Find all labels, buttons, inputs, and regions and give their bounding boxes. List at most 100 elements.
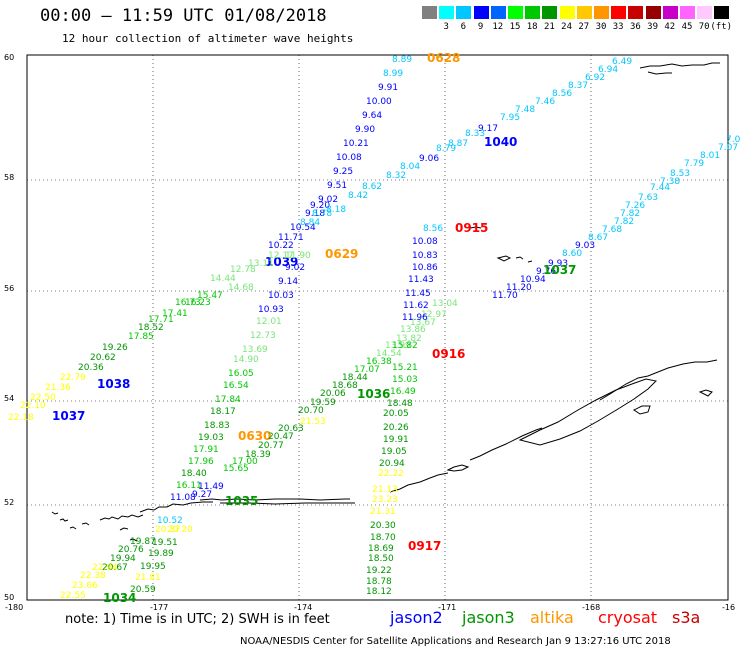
wave-height-label: 8.01 xyxy=(700,151,720,161)
wave-height-label: 16.54 xyxy=(223,381,249,391)
wave-height-label: 20.77 xyxy=(258,441,284,451)
wave-height-label: 20.63 xyxy=(278,424,304,434)
colorbar-swatch xyxy=(680,6,695,19)
wave-height-label: 11.08 xyxy=(170,493,196,503)
wave-height-label: 11.62 xyxy=(403,301,429,311)
wave-height-label: 9.02 xyxy=(318,195,338,205)
colorbar-swatch xyxy=(456,6,472,19)
wave-height-label: 10.93 xyxy=(258,305,284,315)
wave-height-label: 20.26 xyxy=(383,423,409,433)
colorbar-swatch xyxy=(490,6,506,19)
wave-height-label: 9.91 xyxy=(378,83,398,93)
wave-height-label: 18.17 xyxy=(210,407,236,417)
colorbar-label: 18 xyxy=(526,22,538,32)
wave-height-label: 9.18 xyxy=(305,209,325,219)
lat-label: 50 xyxy=(4,593,14,602)
wave-height-label: 18.40 xyxy=(181,469,207,479)
wave-height-label: 18.52 xyxy=(138,323,164,333)
wave-height-label: 22.10 xyxy=(20,401,46,411)
lat-label: 58 xyxy=(4,173,14,182)
wave-height-label: 15.47 xyxy=(197,291,223,301)
colorbar-swatch xyxy=(422,6,437,19)
wave-height-label: 9.06 xyxy=(419,154,439,164)
wave-height-label: 20.47 xyxy=(268,432,294,442)
wave-height-label: 7.26 xyxy=(625,201,645,211)
wave-height-label: 20.94 xyxy=(379,459,405,469)
wave-height-label: 8.18 xyxy=(326,205,346,215)
wave-height-label: 17.00 xyxy=(232,457,258,467)
wave-height-label: 23.66 xyxy=(72,581,98,591)
wave-height-label: 20.30 xyxy=(370,521,396,531)
wave-height-label: 7.82 xyxy=(620,209,640,219)
pass-time-label: 1037 xyxy=(52,409,85,423)
colorbar-label: 21 xyxy=(543,22,555,32)
wave-height-label: 11.70 xyxy=(492,291,518,301)
colorbar-label: 12 xyxy=(492,22,504,32)
wave-height-label: 12.01 xyxy=(256,317,282,327)
pass-time-label: 1038 xyxy=(97,377,130,391)
wave-height-label: 19.59 xyxy=(310,398,336,408)
wave-height-label: 16.05 xyxy=(228,369,254,379)
wave-height-label: 6.49 xyxy=(612,57,632,67)
wave-height-label: 14.44 xyxy=(210,274,236,284)
wave-height-label: 9.02 xyxy=(285,263,305,273)
wave-height-label: 14.90 xyxy=(233,355,259,365)
wave-height-label: 7.07 xyxy=(718,143,738,153)
wave-height-label: 9.17 xyxy=(478,124,498,134)
wave-height-label: 9.51 xyxy=(327,181,347,191)
colorbar-swatch xyxy=(473,6,489,19)
wave-height-label: 16.49 xyxy=(390,387,416,397)
pass-time-label: 1037 xyxy=(543,263,576,277)
lat-label: 60 xyxy=(4,53,14,62)
colorbar-label: 27 xyxy=(578,22,590,32)
wave-height-label: 11.45 xyxy=(405,289,431,299)
map-grid xyxy=(27,55,728,600)
wave-height-label: 10.21 xyxy=(343,139,369,149)
colorbar-swatch xyxy=(559,6,575,19)
wave-height-label: 13.69 xyxy=(242,345,268,355)
wave-height-label: 10.83 xyxy=(412,251,438,261)
wave-height-label: 8.32 xyxy=(386,171,406,181)
wave-height-label: 16.73 xyxy=(175,298,201,308)
lon-label: -168 xyxy=(582,603,600,612)
colorbar-label: 15 xyxy=(509,22,521,32)
lon-label: -16 xyxy=(722,603,735,612)
colorbar-label: 70 xyxy=(698,22,710,32)
wave-height-label: 18.48 xyxy=(387,399,413,409)
wave-height-label: 10.00 xyxy=(366,97,392,107)
wave-height-label: 8.62 xyxy=(362,182,382,192)
wave-height-label: 7.48 xyxy=(515,105,535,115)
wave-height-label: 7.68 xyxy=(602,225,622,235)
wave-height-label: 18.83 xyxy=(204,421,230,431)
colorbar-swatch xyxy=(576,6,592,19)
wave-height-label: 11.71 xyxy=(278,233,304,243)
wave-height-label: 18.50 xyxy=(368,554,394,564)
wave-height-label: 17.07 xyxy=(354,365,380,375)
wave-height-label: 12.73 xyxy=(250,331,276,341)
wave-height-label: 10.22 xyxy=(268,241,294,251)
colorbar-label: 30 xyxy=(595,22,607,32)
wave-height-label: 17.71 xyxy=(148,315,174,325)
legend-s3a: s3a xyxy=(672,608,701,627)
wave-height-label: 17.84 xyxy=(215,395,241,405)
wave-height-label: 15.03 xyxy=(392,375,418,385)
lon-label: -174 xyxy=(294,603,312,612)
colorbar-swatch xyxy=(628,6,644,19)
wave-height-label: 9.03 xyxy=(575,241,595,251)
wave-height-label: 22.50 xyxy=(30,393,56,403)
footer-credit: NOAA/NESDIS Center for Satellite Applica… xyxy=(240,636,671,647)
wave-height-label: 9.90 xyxy=(355,125,375,135)
wave-height-label: 10.86 xyxy=(412,263,438,273)
wave-height-label: 7.95 xyxy=(500,113,520,123)
wave-height-label: 19.51 xyxy=(152,538,178,548)
wave-height-label: 19.94 xyxy=(110,554,136,564)
legend-altika: altika xyxy=(530,608,574,627)
lat-label: 56 xyxy=(4,284,14,293)
legend-jason3: jason3 xyxy=(462,608,515,627)
wave-height-label: 6.92 xyxy=(585,73,605,83)
wave-height-label: 21.81 xyxy=(135,573,161,583)
wave-height-label: 20.59 xyxy=(130,585,156,595)
wave-height-label: 23.23 xyxy=(372,495,398,505)
wave-height-label: 18.44 xyxy=(342,373,368,383)
pass-time-label: 0917 xyxy=(408,539,441,553)
